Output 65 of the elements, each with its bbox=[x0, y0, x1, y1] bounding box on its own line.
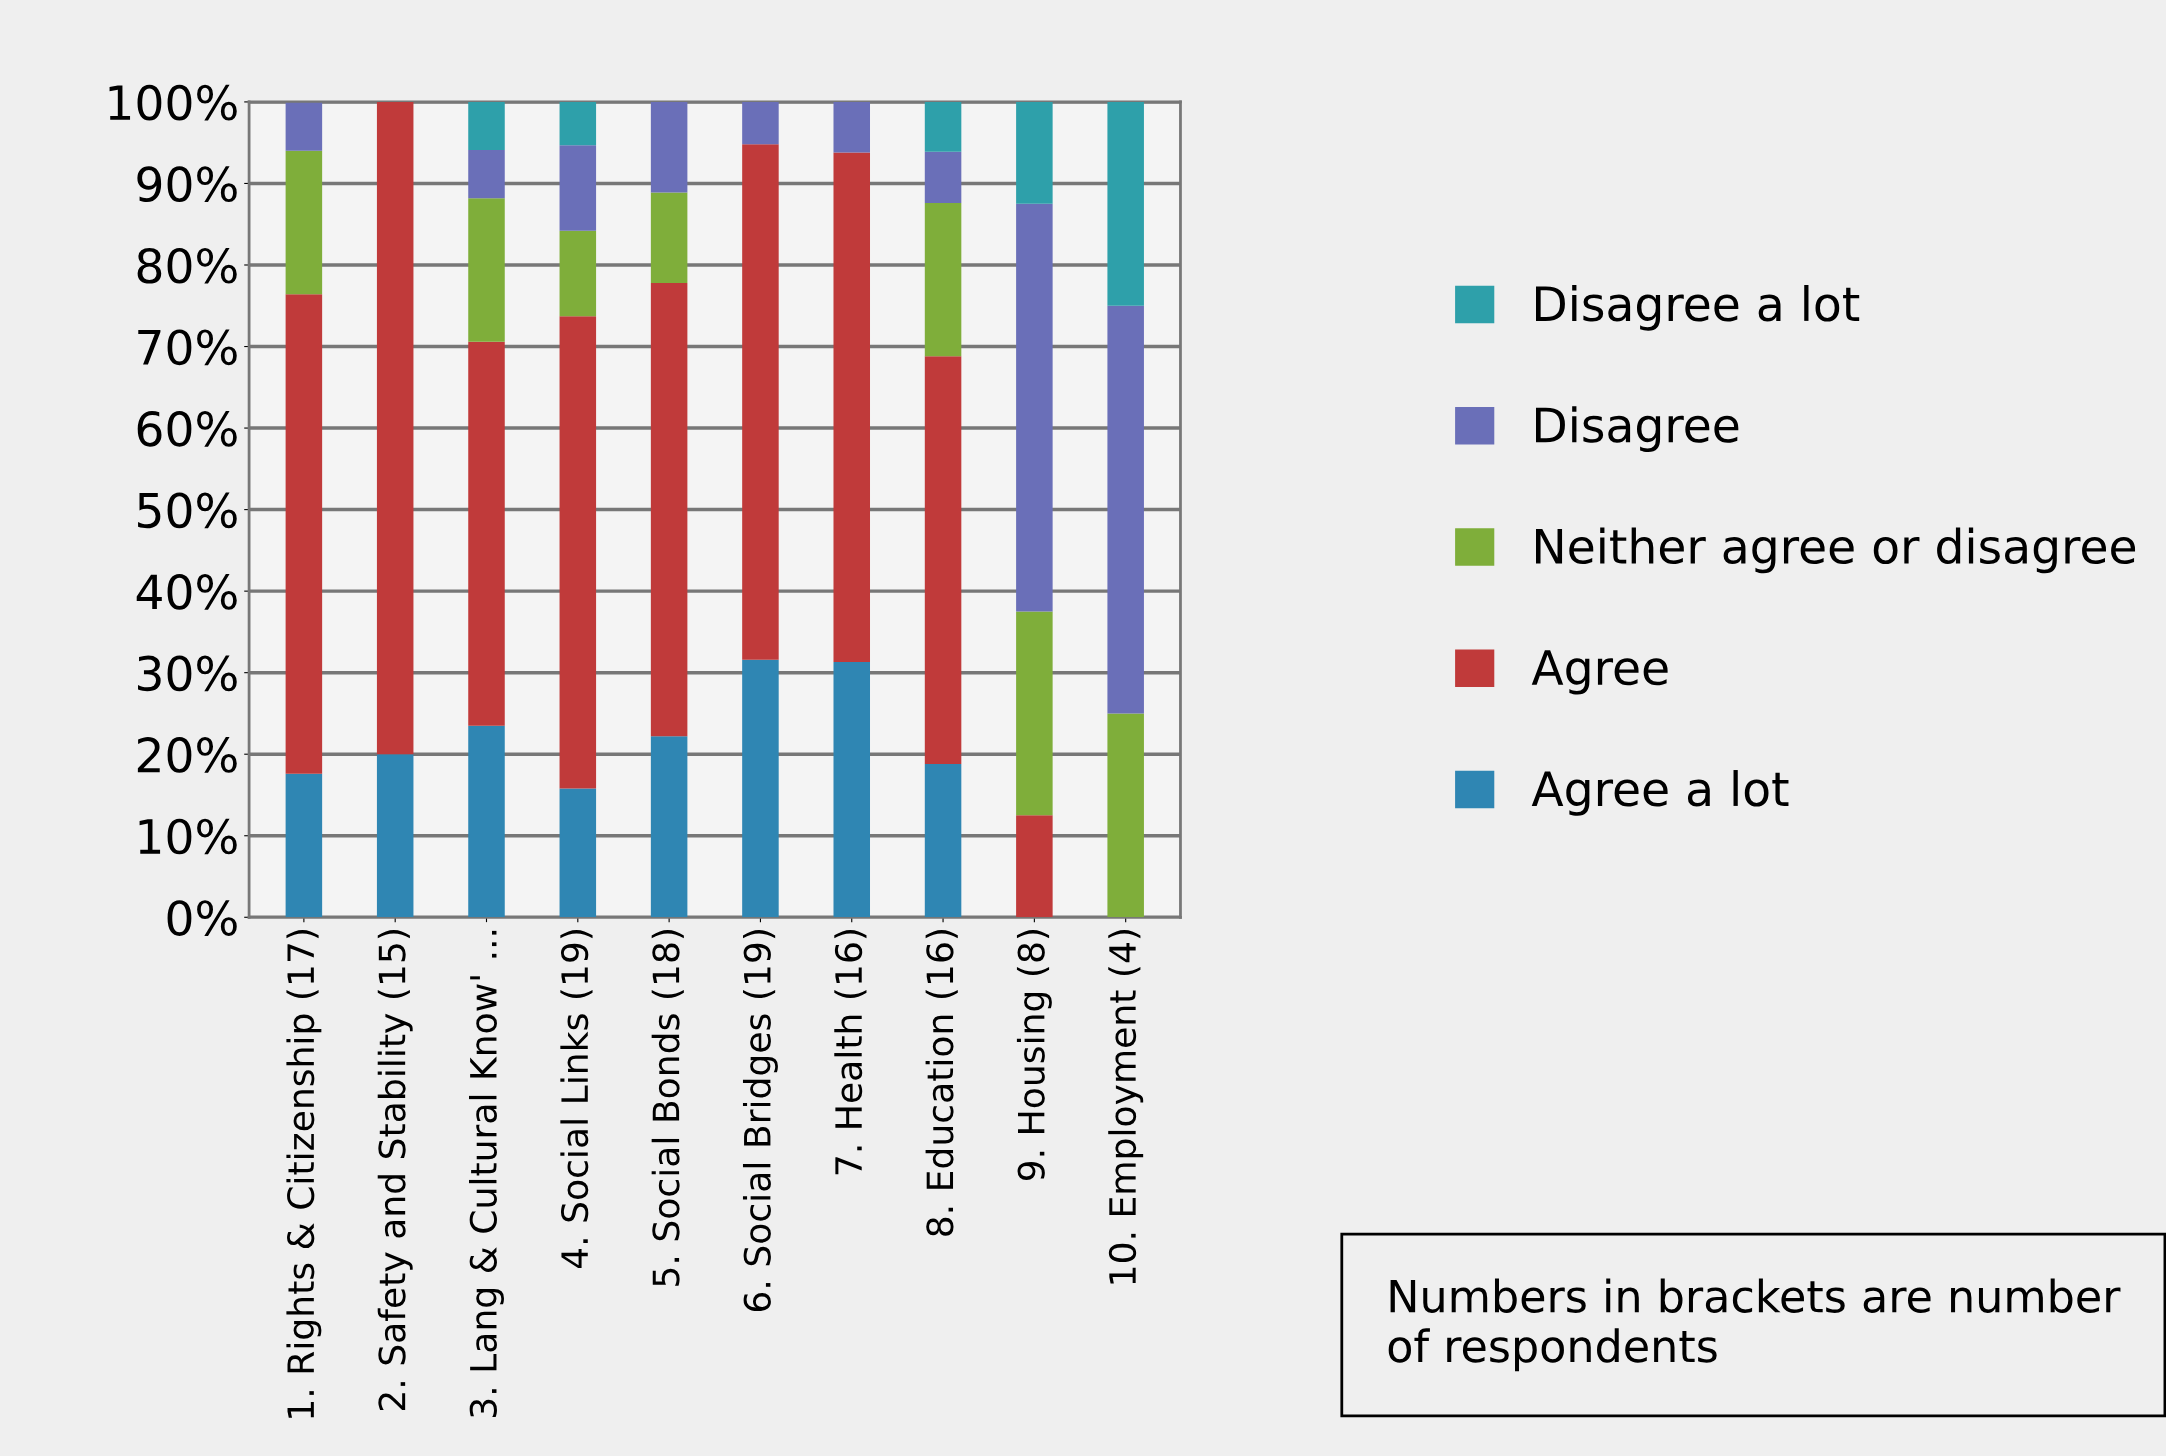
bar bbox=[285, 150, 323, 295]
y-tick-label: 40% bbox=[136, 574, 237, 610]
y-tick-label: 100% bbox=[109, 84, 237, 121]
bar bbox=[650, 192, 688, 283]
bar bbox=[468, 101, 505, 151]
legend-label: Disagree a lot bbox=[1536, 285, 1860, 331]
bar bbox=[1016, 203, 1053, 612]
bar bbox=[468, 198, 505, 342]
bar bbox=[376, 754, 414, 918]
bar bbox=[833, 152, 871, 663]
bar bbox=[1016, 101, 1053, 204]
x-tick-label: 9. Housing (8) bbox=[1016, 930, 1052, 1181]
bar bbox=[285, 294, 323, 774]
bar bbox=[742, 659, 779, 918]
x-tick-label: 10. Employment (4) bbox=[1108, 930, 1144, 1284]
bar bbox=[1107, 101, 1144, 306]
x-tick-label: 1. Rights & Citizenship (17) bbox=[286, 930, 322, 1418]
bar bbox=[924, 356, 962, 764]
bar bbox=[924, 101, 962, 152]
y-tick-label: 50% bbox=[138, 492, 237, 529]
y-tick-label: 70% bbox=[138, 329, 237, 366]
bar bbox=[468, 150, 505, 199]
x-tick-label: 8. Education (16) bbox=[925, 930, 958, 1236]
bar bbox=[1107, 713, 1144, 918]
bar bbox=[650, 101, 688, 193]
y-tick-label: 90% bbox=[137, 166, 237, 203]
x-tick-label: 5. Social Bonds (18) bbox=[651, 930, 684, 1286]
bar bbox=[559, 230, 597, 317]
bar bbox=[285, 102, 323, 151]
legend-label: Disagree bbox=[1536, 406, 1739, 452]
bar bbox=[1016, 815, 1053, 918]
legend-label: Agree bbox=[1531, 650, 1668, 695]
bar bbox=[924, 763, 962, 918]
y-tick-label: 0% bbox=[167, 900, 237, 936]
y-tick-label: 60% bbox=[137, 410, 237, 447]
x-tick-label: 3. Lang & Cultural Know' ... bbox=[469, 930, 504, 1418]
bar bbox=[559, 316, 597, 789]
y-tick-label: 80% bbox=[137, 247, 237, 284]
bar bbox=[742, 144, 779, 660]
bar bbox=[1107, 305, 1144, 714]
bar bbox=[559, 145, 597, 231]
text: Numbers in brackets are number of respondents bbox=[1388, 1278, 2121, 1372]
x-tick-label: 7. Health (16) bbox=[834, 930, 867, 1175]
y-tick-label: 30% bbox=[138, 655, 237, 692]
y-tick-label: 10% bbox=[139, 818, 237, 855]
bar bbox=[833, 662, 871, 918]
bar bbox=[468, 725, 505, 918]
bar bbox=[833, 101, 871, 153]
bar bbox=[650, 282, 688, 737]
legend-label: Neither agree or disagree bbox=[1536, 527, 2136, 574]
bar bbox=[742, 101, 779, 145]
x-tick-label: 2. Safety and Stability (15) bbox=[377, 930, 413, 1411]
bar bbox=[650, 736, 688, 918]
x-tick-label: 4. Social Links (19) bbox=[560, 930, 593, 1269]
bar bbox=[559, 101, 597, 146]
bar bbox=[559, 788, 597, 918]
bar bbox=[1016, 611, 1053, 816]
bar bbox=[924, 203, 962, 357]
bar bbox=[924, 151, 962, 204]
bar bbox=[376, 101, 414, 755]
bar bbox=[468, 341, 505, 726]
y-tick-label: 20% bbox=[137, 737, 237, 773]
bar bbox=[285, 773, 323, 918]
legend-label: Agree a lot bbox=[1531, 770, 1789, 816]
x-tick-label: 6. Social Bridges (19) bbox=[742, 930, 778, 1312]
